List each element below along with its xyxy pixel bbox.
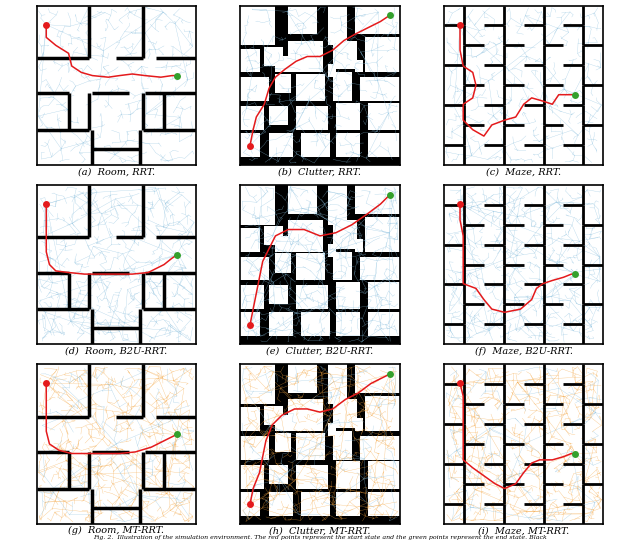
Bar xyxy=(336,103,360,130)
Bar xyxy=(288,399,323,431)
Bar xyxy=(288,41,323,72)
X-axis label: (d)  Room, B2U-RRT.: (d) Room, B2U-RRT. xyxy=(65,347,168,356)
X-axis label: (h)  Clutter, MT-RRT.: (h) Clutter, MT-RRT. xyxy=(269,526,371,535)
Bar xyxy=(269,106,288,125)
Bar xyxy=(241,492,259,516)
Bar xyxy=(336,312,360,336)
Bar xyxy=(275,433,291,452)
Bar xyxy=(328,185,347,225)
Bar xyxy=(269,133,293,157)
Bar xyxy=(301,492,330,516)
Bar xyxy=(264,226,284,246)
Text: Fig. 2.  Illustration of the simulation environment. The red points represent th: Fig. 2. Illustration of the simulation e… xyxy=(93,535,547,540)
Bar xyxy=(241,256,269,280)
X-axis label: (c)  Maze, RRT.: (c) Maze, RRT. xyxy=(486,168,561,176)
Bar xyxy=(355,365,399,393)
Bar xyxy=(355,419,363,431)
Bar xyxy=(368,492,399,516)
Bar xyxy=(333,41,356,69)
Bar xyxy=(269,285,288,305)
Bar xyxy=(301,312,330,336)
X-axis label: (i)  Maze, MT-RRT.: (i) Maze, MT-RRT. xyxy=(478,526,570,535)
X-axis label: (f)  Maze, B2U-RRT.: (f) Maze, B2U-RRT. xyxy=(475,347,573,356)
Bar xyxy=(275,415,288,431)
Bar xyxy=(296,285,328,309)
Bar xyxy=(368,282,399,309)
Bar xyxy=(241,436,269,460)
Bar xyxy=(368,103,399,130)
Bar xyxy=(241,5,275,45)
Bar xyxy=(269,312,293,336)
Bar xyxy=(241,228,259,252)
Bar xyxy=(288,365,317,393)
Bar xyxy=(355,60,363,72)
X-axis label: (a)  Room, RRT.: (a) Room, RRT. xyxy=(77,168,155,176)
Bar xyxy=(241,285,264,309)
Bar xyxy=(368,312,399,336)
Bar xyxy=(336,133,360,157)
Bar xyxy=(296,465,328,489)
Bar xyxy=(241,49,259,72)
Bar xyxy=(360,77,399,101)
Bar xyxy=(336,492,360,516)
Bar xyxy=(275,56,288,72)
Bar xyxy=(355,185,399,214)
Bar xyxy=(365,37,399,72)
Bar xyxy=(288,5,317,34)
Bar xyxy=(264,406,284,425)
Bar xyxy=(328,64,336,77)
Bar xyxy=(288,185,317,214)
Bar xyxy=(269,465,288,484)
Bar xyxy=(296,74,324,101)
Bar xyxy=(275,74,291,93)
Bar xyxy=(241,465,264,489)
X-axis label: (b)  Clutter, RRT.: (b) Clutter, RRT. xyxy=(278,168,362,176)
Bar xyxy=(355,5,399,34)
Bar xyxy=(241,185,275,225)
Bar xyxy=(365,396,399,431)
Bar xyxy=(333,72,352,101)
Bar xyxy=(328,423,336,436)
Bar xyxy=(360,436,399,460)
Bar xyxy=(328,244,336,256)
Bar xyxy=(368,461,399,489)
Bar xyxy=(333,431,352,460)
X-axis label: (e)  Clutter, B2U-RRT.: (e) Clutter, B2U-RRT. xyxy=(266,347,374,356)
Bar xyxy=(275,253,291,273)
X-axis label: (g)  Room, MT-RRT.: (g) Room, MT-RRT. xyxy=(68,526,164,536)
Bar xyxy=(269,492,293,516)
Bar xyxy=(241,365,275,404)
Bar xyxy=(355,239,363,252)
Bar xyxy=(241,312,259,336)
Bar xyxy=(275,236,288,252)
Bar xyxy=(360,256,399,280)
Bar xyxy=(365,217,399,252)
Bar xyxy=(333,399,356,428)
Bar xyxy=(336,461,360,489)
Bar xyxy=(241,77,269,101)
Bar xyxy=(264,47,284,66)
Bar xyxy=(241,106,264,130)
Bar xyxy=(241,133,259,157)
Bar xyxy=(333,220,356,249)
Bar xyxy=(288,220,323,252)
Bar xyxy=(241,407,259,431)
Bar xyxy=(336,282,360,309)
Bar xyxy=(301,133,330,157)
Bar xyxy=(368,133,399,157)
Bar xyxy=(296,106,328,130)
Bar xyxy=(296,433,324,460)
Bar xyxy=(328,5,347,45)
Bar xyxy=(333,252,352,280)
Bar xyxy=(296,253,324,280)
Bar xyxy=(328,365,347,404)
